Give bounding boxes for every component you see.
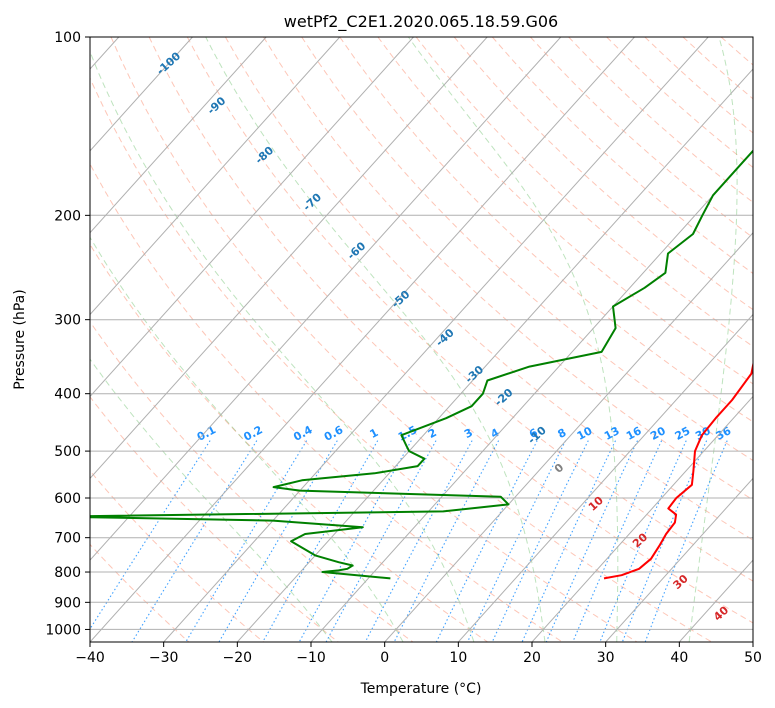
moist-adiabat <box>90 358 333 642</box>
mixing-ratio-label: 13 <box>602 424 622 443</box>
mixing-ratio-line <box>545 440 638 642</box>
mixing-ratio-label: 20 <box>648 424 668 443</box>
mixing-ratio-line <box>185 440 308 642</box>
mixing-ratio-line <box>131 440 258 642</box>
mixing-ratio-line <box>621 440 708 642</box>
dry-adiabat <box>90 396 339 642</box>
isotherm-line <box>90 37 341 316</box>
mixing-ratio-line <box>218 440 338 642</box>
y-tick-label: 1000 <box>45 622 81 638</box>
plot-frame <box>89 36 754 643</box>
mixing-ratio-line <box>393 440 500 642</box>
x-tick-label: 20 <box>523 650 541 666</box>
skewed-isotherms <box>90 37 753 642</box>
y-tick-label: 400 <box>54 387 81 403</box>
moist-adiabat <box>90 50 475 642</box>
dry-adiabat <box>90 162 563 642</box>
isotherm-line <box>163 37 709 642</box>
mixing-ratio-line <box>467 440 567 642</box>
y-tick-label: 700 <box>54 531 81 547</box>
isotherm-line <box>384 232 753 642</box>
mixing-ratio-line <box>325 440 437 642</box>
dry-adiabat <box>148 37 753 624</box>
mixing-ratio-label: 25 <box>673 424 693 443</box>
moist-adiabat <box>407 37 619 642</box>
y-tick-label: 300 <box>54 313 81 329</box>
mixing-ratio-label: 10 <box>575 424 595 443</box>
y-axis-label: Pressure (hPa) <box>12 289 28 389</box>
dewpoint-profile-line <box>90 149 753 580</box>
mixing-ratio-line <box>364 440 473 642</box>
chart-title: wetPf2_C2E1.2020.065.18.59.G06 <box>284 12 558 32</box>
x-tick-label: 30 <box>597 650 615 666</box>
isotherm-line <box>236 68 753 642</box>
dry-adiabat <box>377 37 753 385</box>
isotherm-line <box>90 37 635 642</box>
mixing-ratio-line <box>491 440 589 642</box>
dry-adiabat <box>90 543 190 642</box>
mixing-ratio-line <box>599 440 687 642</box>
x-axis-ticks: −40 −30 −20 −10 0 10 20 30 40 50 <box>75 642 762 666</box>
isotherm-line <box>90 37 267 234</box>
moist-adiabat <box>688 37 738 642</box>
isotherm-line <box>90 37 562 561</box>
moist-adiabat <box>90 236 404 642</box>
mixing-ratio-lines: 0.1 0.2 0.4 0.6 1 1.5 2 3 4 6 8 10 13 16 20 25 30 36 <box>90 423 734 642</box>
isotherm-line <box>310 150 753 642</box>
isotherm-line <box>605 477 753 642</box>
y-tick-label: 500 <box>54 444 81 460</box>
mixing-ratio-label: 36 <box>714 424 734 443</box>
dry-adiabats <box>90 37 753 642</box>
isotherm-line <box>90 37 488 480</box>
x-tick-label: 40 <box>670 650 688 666</box>
x-tick-label: 50 <box>744 650 762 666</box>
mixing-ratio-line <box>521 440 616 642</box>
isotherm-line <box>90 37 193 152</box>
x-tick-label: −10 <box>296 650 326 666</box>
dry-adiabat <box>90 243 488 642</box>
dry-adiabat <box>301 37 753 462</box>
profile-series <box>90 149 753 580</box>
isotherm-line <box>90 37 414 398</box>
temperature-profile-line <box>603 360 753 580</box>
y-tick-label: 100 <box>54 30 81 46</box>
y-tick-label: 900 <box>54 595 81 611</box>
moist-adiabats <box>90 37 738 642</box>
pressure-gridlines <box>90 37 753 630</box>
isotherm-line <box>457 313 753 642</box>
y-tick-label: 600 <box>54 491 81 507</box>
x-tick-label: 10 <box>449 650 467 666</box>
x-tick-label: −20 <box>223 650 253 666</box>
y-axis-ticks: 100 200 300 400 500 600 700 800 900 1000 <box>45 30 90 638</box>
moist-adiabat <box>205 37 546 642</box>
mixing-ratio-line <box>435 440 538 642</box>
dry-adiabat <box>186 37 753 582</box>
mixing-ratio-line <box>298 440 412 642</box>
mixing-ratio-label: 16 <box>624 424 644 443</box>
x-axis-label: Temperature (°C) <box>360 681 482 697</box>
y-tick-label: 200 <box>54 208 81 224</box>
dry-adiabat <box>263 37 753 501</box>
x-tick-label: −40 <box>75 650 105 666</box>
isotherm-line <box>531 395 753 642</box>
x-tick-label: −30 <box>149 650 179 666</box>
x-tick-label: 0 <box>380 650 389 666</box>
y-tick-label: 800 <box>54 565 81 581</box>
dry-adiabat <box>90 76 638 642</box>
dry-adiabat <box>339 37 753 423</box>
